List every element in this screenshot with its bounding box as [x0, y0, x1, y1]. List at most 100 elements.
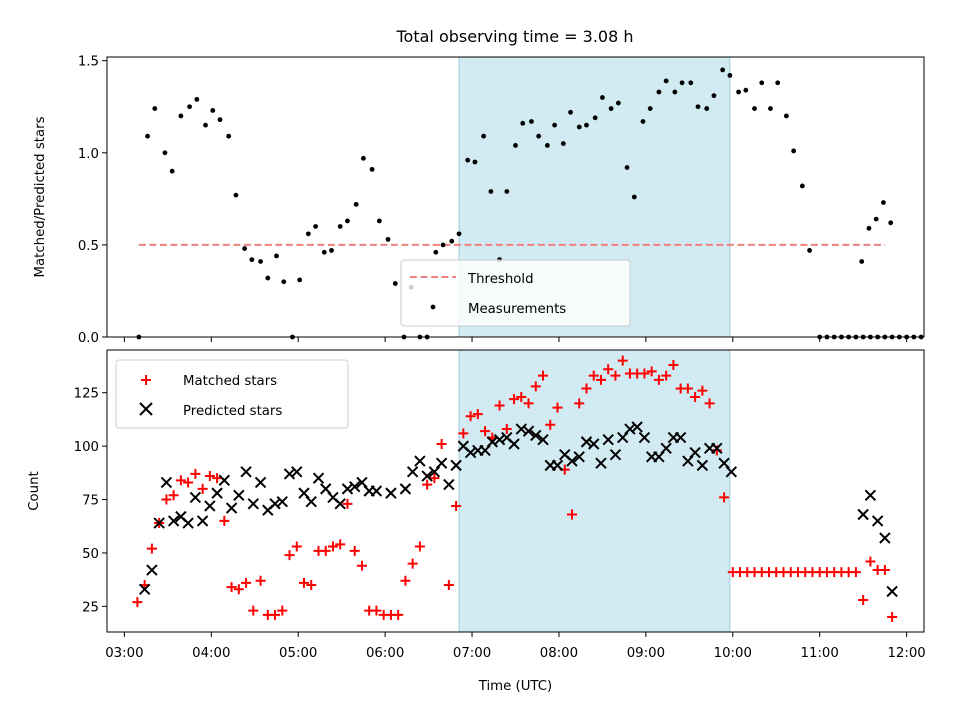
- data-point: [566, 509, 577, 520]
- data-point: [356, 560, 367, 571]
- data-point: [305, 231, 311, 237]
- y-tick-label: 0.0: [78, 331, 99, 346]
- y-tick-label: 1.5: [78, 55, 99, 70]
- data-point: [879, 565, 890, 576]
- data-point: [858, 594, 869, 605]
- data-point: [219, 515, 230, 526]
- data-point: [187, 104, 192, 110]
- data-point: [204, 500, 216, 512]
- data-point: [615, 100, 621, 106]
- data-point: [369, 166, 375, 172]
- data-point: [146, 543, 157, 554]
- data-point: [697, 385, 708, 396]
- data-point: [653, 374, 664, 385]
- series-measurements: [136, 67, 924, 340]
- data-point: [299, 577, 310, 588]
- data-point: [580, 436, 593, 448]
- data-point: [608, 106, 614, 111]
- data-point: [576, 124, 582, 130]
- chart-title: Total observing time = 3.08 h: [395, 27, 633, 46]
- observing-interval-shade: [458, 349, 731, 633]
- legend-box: [115, 359, 349, 429]
- data-point: [536, 133, 542, 139]
- data-point: [574, 398, 585, 409]
- y-tick-label: 25: [82, 600, 99, 615]
- data-point: [631, 421, 643, 433]
- legend-label: Matched stars: [183, 374, 277, 389]
- data-point: [160, 476, 173, 489]
- data-point: [197, 483, 208, 494]
- data-point: [674, 431, 687, 444]
- y-tick-label: 1.0: [78, 147, 99, 162]
- data-point: [509, 394, 520, 405]
- legend-matched-swatch: [141, 375, 151, 385]
- data-point: [595, 457, 607, 469]
- legend-measurements-swatch: [430, 304, 436, 310]
- data-point: [799, 183, 805, 189]
- data-point: [247, 498, 260, 510]
- data-point: [327, 541, 338, 552]
- data-point: [679, 80, 685, 86]
- x-tick-label: 11:00: [801, 646, 839, 661]
- data-point: [494, 400, 505, 411]
- legend: Matched stars Predicted stars: [115, 359, 349, 429]
- data-point: [258, 259, 263, 264]
- data-point: [277, 605, 288, 616]
- data-point: [161, 494, 172, 505]
- data-point: [153, 517, 165, 529]
- y-tick-label: 50: [82, 547, 99, 562]
- data-point: [551, 459, 564, 472]
- data-point: [138, 583, 151, 595]
- data-point: [695, 104, 701, 110]
- data-point: [312, 472, 325, 484]
- data-point: [464, 446, 477, 459]
- data-point: [610, 370, 621, 381]
- data-point: [523, 398, 534, 409]
- data-point: [472, 409, 483, 420]
- data-point: [407, 558, 418, 569]
- data-point: [145, 133, 150, 139]
- data-point: [663, 78, 669, 84]
- data-point: [752, 106, 757, 111]
- data-point: [711, 442, 723, 454]
- data-point: [537, 434, 549, 446]
- bottom-panel: 25 50 75 100 125 03:00 04:00 05:00 06:00 07:00 08:…: [27, 349, 926, 694]
- data-point: [886, 585, 898, 598]
- data-point: [168, 490, 179, 501]
- data-point: [661, 370, 672, 381]
- data-point: [274, 253, 279, 259]
- legend-label: Measurements: [468, 302, 566, 317]
- data-point: [248, 605, 259, 616]
- series-matched-stars: [132, 355, 898, 623]
- data-point: [270, 609, 281, 620]
- data-point: [225, 502, 238, 514]
- data-point: [254, 476, 267, 489]
- data-point: [305, 495, 317, 508]
- y-tick-label: 100: [74, 440, 99, 455]
- data-point: [887, 612, 898, 623]
- data-point: [866, 225, 872, 231]
- data-point: [341, 483, 354, 495]
- y-tick-label: 125: [74, 387, 99, 402]
- data-point: [210, 108, 216, 113]
- data-point: [631, 194, 637, 200]
- data-point: [175, 475, 186, 486]
- data-point: [291, 466, 303, 478]
- x-tick-label: 06:00: [366, 646, 404, 661]
- data-point: [406, 466, 419, 478]
- data-point: [169, 168, 175, 174]
- data-point: [146, 564, 158, 576]
- data-point: [672, 89, 678, 95]
- data-point: [348, 481, 361, 493]
- data-point: [337, 224, 343, 229]
- data-point: [552, 122, 558, 128]
- data-point: [370, 485, 383, 497]
- data-point: [371, 605, 382, 616]
- data-point: [241, 577, 252, 588]
- data-point: [456, 231, 462, 237]
- x-tick-label: 12:00: [887, 646, 925, 661]
- data-point: [881, 200, 886, 205]
- data-point: [353, 201, 359, 207]
- data-point: [376, 218, 382, 224]
